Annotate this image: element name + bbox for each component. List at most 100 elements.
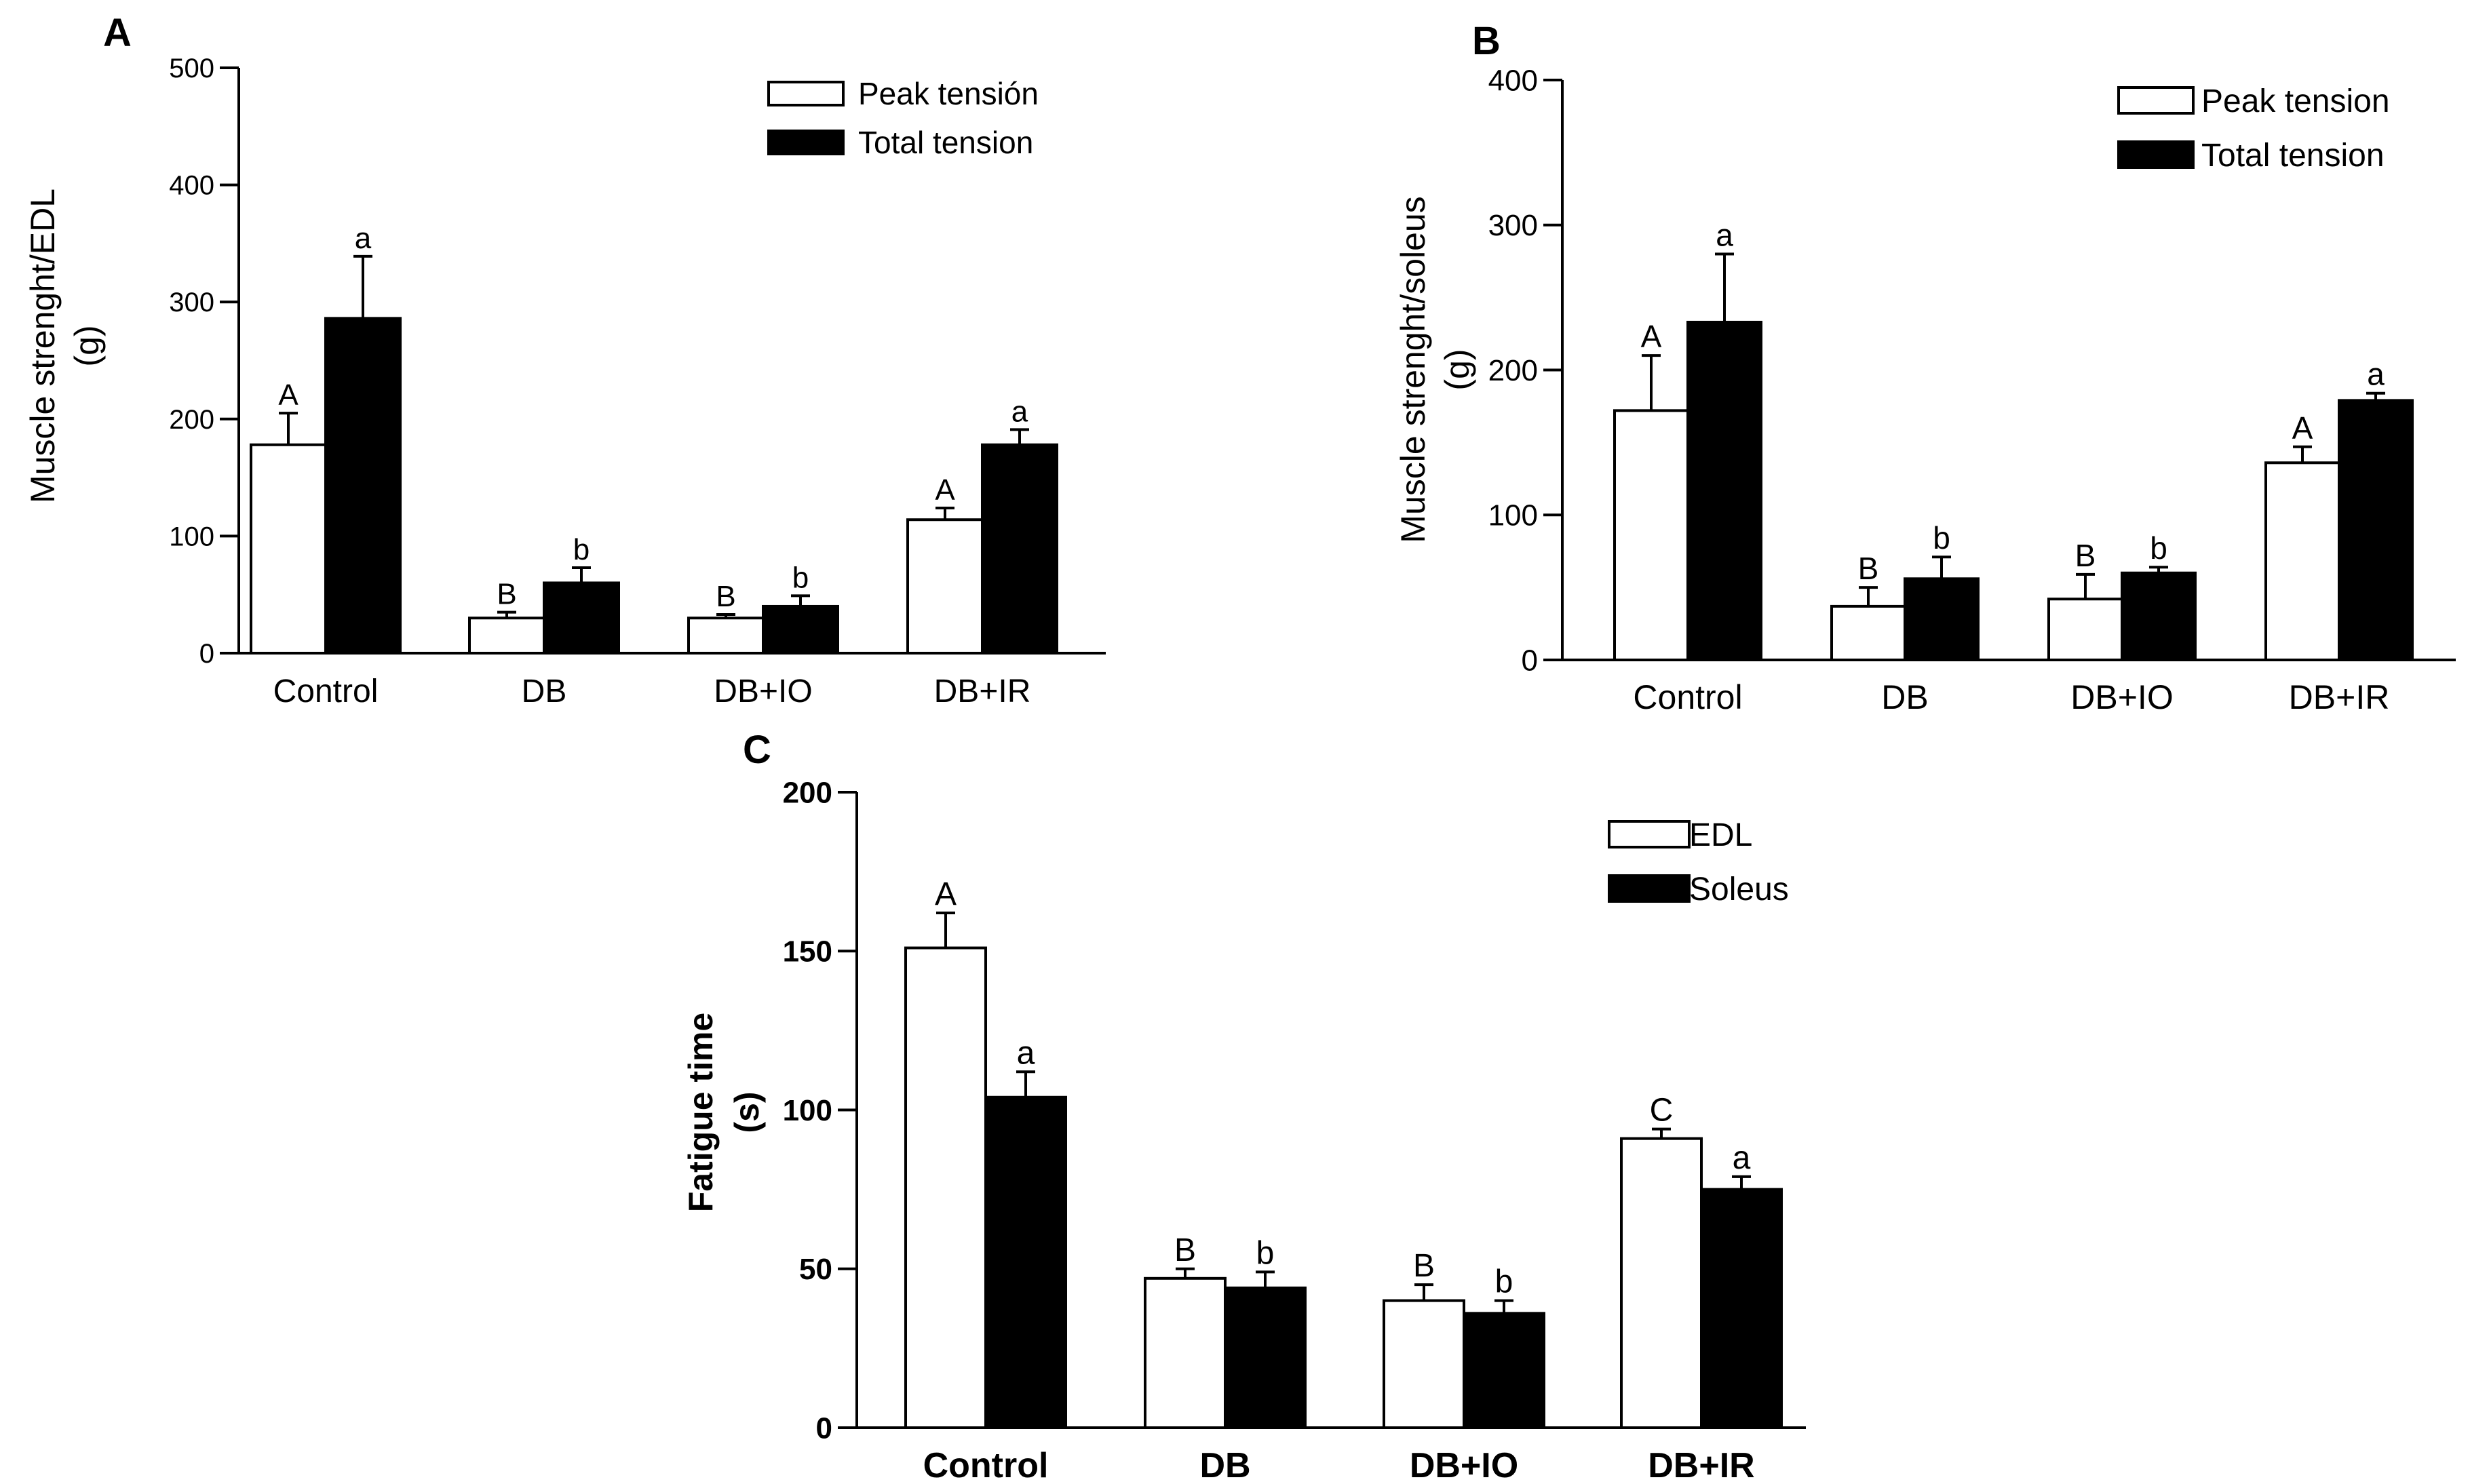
significance-letter: b — [792, 561, 809, 594]
significance-letter: a — [355, 222, 372, 255]
bar-series1 — [906, 518, 984, 655]
legend-swatch — [1608, 874, 1691, 903]
significance-letter: B — [716, 580, 735, 613]
legend-label: Total tension — [2201, 138, 2385, 174]
y-tick-label: 100 — [1488, 499, 1538, 532]
y-tick-label: 200 — [783, 776, 832, 809]
panel-label: B — [1472, 19, 1501, 63]
y-axis-label: Muscle strenght/soleus — [1394, 196, 1432, 543]
bar-series1 — [2047, 598, 2123, 661]
bar-series1 — [2264, 461, 2340, 661]
bar-series1 — [904, 946, 987, 1429]
significance-letter: a — [2367, 357, 2385, 392]
significance-letter: B — [1413, 1248, 1435, 1284]
significance-letter: C — [1650, 1093, 1674, 1129]
bar-series1 — [250, 443, 327, 655]
x-category-label: DB+IO — [2070, 678, 2173, 716]
bar-series2 — [1463, 1312, 1545, 1429]
panel-label: A — [103, 11, 132, 55]
x-category-label: DB — [522, 673, 567, 709]
significance-letter: b — [1256, 1235, 1275, 1271]
bar-series2 — [981, 443, 1058, 655]
y-tick-label: 0 — [816, 1411, 832, 1445]
bar-series1 — [1144, 1276, 1227, 1430]
chart-panel-c: C 0 50 100 150 200 Fatigue time (s) Aa Control B b D… — [682, 728, 1806, 1484]
bar-series2 — [984, 1095, 1067, 1429]
bar-series1 — [1830, 604, 1906, 661]
y-axis-unit-label: (g) — [1438, 349, 1476, 390]
significance-letter: a — [1733, 1140, 1751, 1176]
significance-letter: b — [1495, 1264, 1513, 1300]
significance-letter: B — [2075, 538, 2096, 573]
bar-series1 — [468, 617, 545, 655]
significance-letter: b — [2150, 530, 2167, 566]
chart-panel-a: A 0 100 200 300 400 500 Muscle strenght/EDL (g) A… — [24, 11, 1106, 709]
x-category-label: DB+IR — [2289, 678, 2390, 716]
bar-series1 — [1383, 1299, 1465, 1429]
y-tick-label: 300 — [169, 288, 214, 317]
x-category-label: Control — [1633, 678, 1742, 716]
legend-label: EDL — [1689, 817, 1752, 853]
y-tick-label: 100 — [783, 1094, 832, 1127]
significance-letter: b — [573, 533, 590, 566]
significance-letter: a — [1017, 1035, 1035, 1071]
legend-swatch — [1608, 820, 1691, 848]
bar-series2 — [543, 581, 620, 655]
y-tick-label: 0 — [1522, 644, 1538, 677]
significance-letter: A — [2292, 410, 2313, 446]
bar-series2 — [1700, 1188, 1783, 1429]
x-category-label: DB+IR — [934, 673, 1031, 709]
significance-letter: A — [1641, 319, 1662, 354]
legend-swatch — [767, 130, 845, 155]
y-tick-label: 200 — [169, 405, 214, 435]
significance-letter: A — [935, 473, 955, 507]
legend-label: Total tension — [858, 125, 1033, 160]
legend-swatch — [767, 81, 845, 106]
y-tick-label: 200 — [1488, 354, 1538, 387]
significance-letter: a — [1011, 395, 1028, 428]
legend-swatch — [2117, 86, 2195, 115]
x-category-label: DB — [1199, 1446, 1250, 1484]
legend-label: Peak tension — [2201, 83, 2390, 119]
x-category-label: DB+IR — [1648, 1446, 1754, 1484]
bar-series1 — [1613, 409, 1689, 661]
bar-series2 — [2338, 399, 2414, 661]
legend-label: Peak tensión — [858, 76, 1039, 111]
panel-label: C — [743, 728, 771, 772]
x-category-label: Control — [923, 1446, 1049, 1484]
legend-swatch — [2117, 140, 2195, 169]
significance-letter: A — [278, 378, 298, 412]
x-category-label: DB+IO — [714, 673, 812, 709]
y-tick-label: 400 — [1488, 64, 1538, 97]
y-axis-label: Muscle strenght/EDL — [24, 189, 62, 503]
bar-series2 — [762, 604, 839, 655]
x-category-label: DB+IO — [1410, 1446, 1518, 1484]
y-axis-label: Fatigue time — [682, 1013, 720, 1212]
y-axis-unit-label: (g) — [68, 325, 106, 366]
bar-series2 — [2121, 571, 2197, 661]
significance-letter: B — [497, 578, 516, 611]
bar-series2 — [324, 317, 402, 655]
chart-panel-b: B 0 100 200 300 400 Muscle strenght/soleus (g) A… — [1394, 19, 2456, 716]
legend-label: Soleus — [1689, 872, 1789, 907]
bar-series2 — [1904, 577, 1980, 661]
bar-series1 — [687, 617, 765, 655]
x-category-label: DB — [1881, 678, 1928, 716]
bar-series2 — [1686, 320, 1762, 661]
y-tick-label: 500 — [169, 54, 214, 83]
significance-letter: B — [1174, 1232, 1196, 1268]
y-tick-label: 150 — [783, 935, 832, 969]
y-tick-label: 100 — [169, 522, 214, 551]
significance-letter: a — [1716, 218, 1733, 253]
y-tick-label: 400 — [169, 171, 214, 201]
y-tick-label: 300 — [1488, 209, 1538, 242]
x-category-label: Control — [273, 673, 379, 709]
y-tick-label: 50 — [799, 1253, 832, 1286]
bar-series1 — [1620, 1137, 1703, 1430]
significance-letter: B — [1858, 551, 1879, 586]
y-axis-unit-label: (s) — [728, 1091, 766, 1133]
y-tick-label: 0 — [199, 639, 214, 669]
significance-letter: A — [935, 876, 957, 912]
bar-series2 — [1224, 1286, 1307, 1429]
